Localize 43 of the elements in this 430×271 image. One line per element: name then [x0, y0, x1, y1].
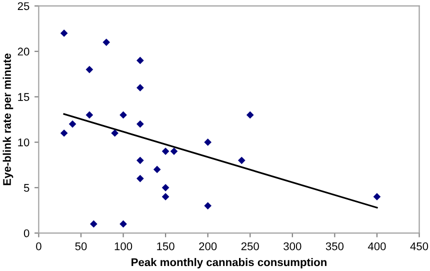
x-tick-label: 100: [114, 242, 132, 250]
point: [86, 111, 94, 119]
point: [120, 220, 127, 228]
point: [60, 129, 68, 137]
point: [60, 30, 68, 37]
point: [246, 111, 254, 119]
point: [120, 111, 127, 119]
y-tick-label: 10: [18, 138, 30, 146]
point: [136, 120, 144, 128]
x-tick-label: 300: [284, 242, 302, 250]
point: [136, 156, 144, 164]
point: [204, 202, 212, 210]
point: [373, 193, 381, 200]
point: [136, 84, 144, 92]
point: [162, 184, 170, 192]
x-tick-label: 50: [75, 242, 87, 250]
x-tick-label: 400: [368, 242, 386, 250]
y-tick-label: 20: [18, 48, 30, 56]
point: [111, 129, 118, 137]
point: [170, 148, 178, 155]
point: [136, 174, 144, 182]
x-tick-label: 250: [241, 242, 259, 250]
x-axis-title: Peak monthly cannabis consumption: [132, 258, 326, 268]
y-tick-label: 15: [18, 93, 30, 101]
point: [68, 120, 76, 128]
x-tick-label: 350: [326, 242, 344, 250]
y-tick-label: 25: [18, 2, 30, 10]
x-tick-label: 150: [157, 242, 174, 250]
point: [204, 138, 212, 146]
y-axis-title: Eye-blink rate per minute: [2, 54, 14, 186]
point: [153, 166, 161, 174]
x-tick-label: 0: [36, 242, 42, 250]
point: [90, 220, 98, 228]
point: [136, 56, 144, 64]
point: [162, 193, 170, 200]
y-tick-label: 5: [24, 184, 30, 192]
point: [238, 156, 246, 164]
x-tick-label: 450: [410, 242, 428, 250]
x-tick-label: 200: [199, 242, 217, 250]
y-tick-label: 0: [24, 229, 30, 238]
point: [102, 38, 110, 46]
point: [86, 66, 94, 74]
point: [162, 148, 170, 155]
